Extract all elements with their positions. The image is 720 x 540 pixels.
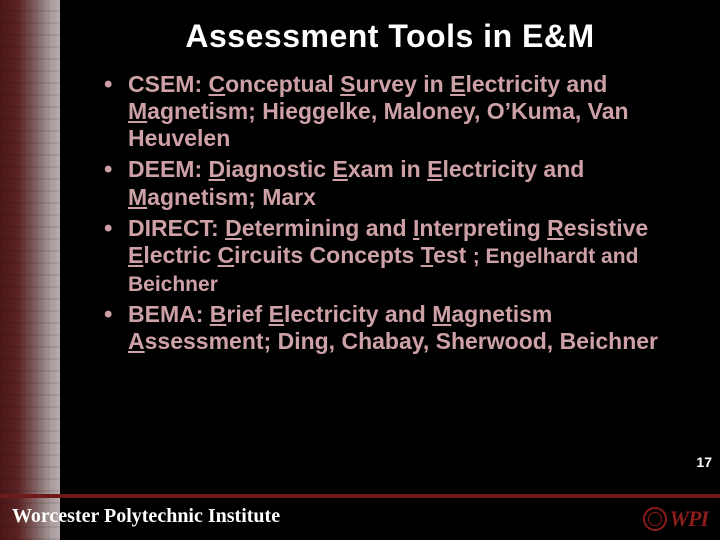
bullet-item: DEEM: Diagnostic Exam in Electricity and… xyxy=(100,156,700,210)
slide-content: Assessment Tools in E&M CSEM: Conceptual… xyxy=(70,0,710,540)
page-number: 17 xyxy=(696,454,712,470)
wpi-logo: WPI xyxy=(643,506,708,532)
bullet-item: DIRECT: Determining and Interpreting Res… xyxy=(100,215,700,298)
slide-title: Assessment Tools in E&M xyxy=(100,18,680,55)
footer-divider xyxy=(0,494,720,498)
logo-text: WPI xyxy=(669,506,708,532)
bullet-list: CSEM: Conceptual Survey in Electricity a… xyxy=(100,71,700,356)
footer-institution: Worcester Polytechnic Institute xyxy=(12,505,280,528)
seal-icon xyxy=(643,507,667,531)
sidebar-photo xyxy=(0,0,60,540)
bullet-item: CSEM: Conceptual Survey in Electricity a… xyxy=(100,71,700,152)
bullet-item: BEMA: Brief Electricity and Magnetism As… xyxy=(100,301,700,355)
